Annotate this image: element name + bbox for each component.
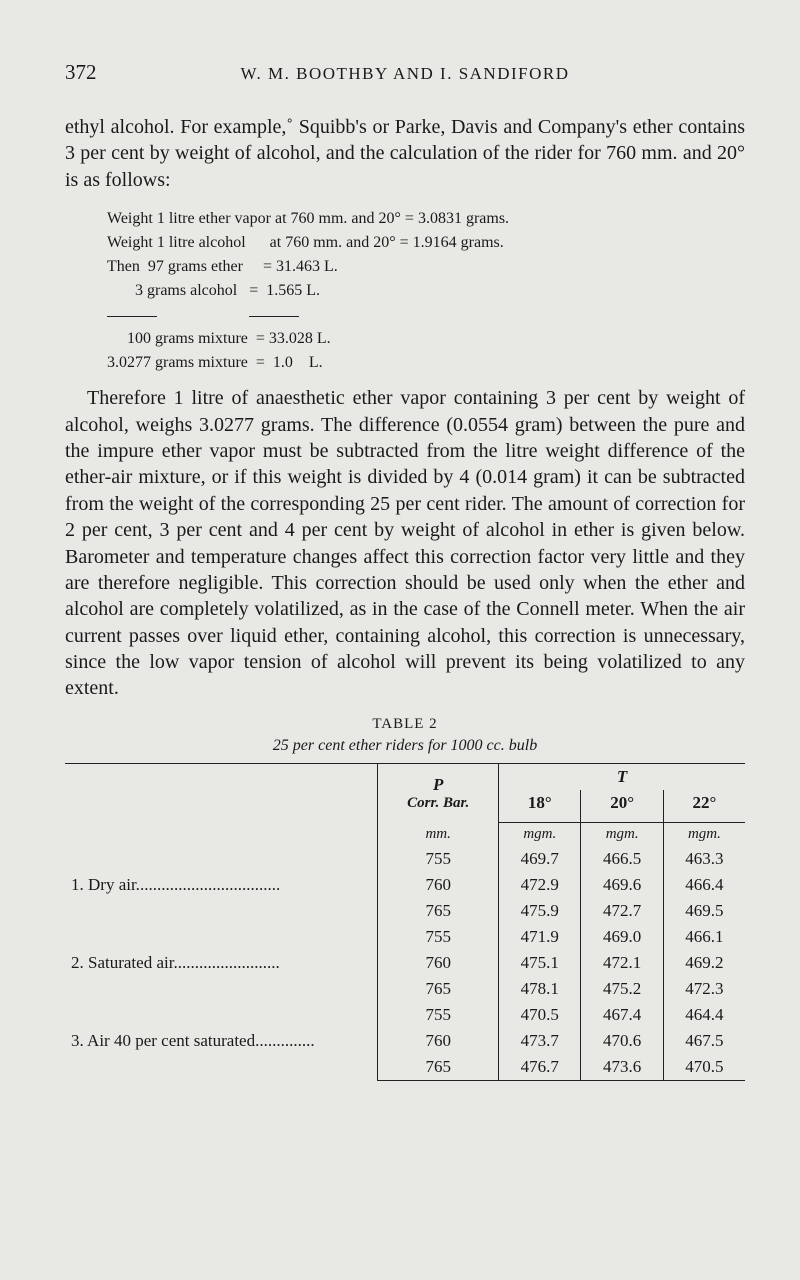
running-head: W. M. BOOTHBY AND I. SANDIFORD: [241, 64, 570, 84]
table-cell: 470.6: [581, 1028, 663, 1054]
calculation-block: Weight 1 litre ether vapor at 760 mm. an…: [107, 207, 745, 375]
table-header-p: P Corr. Bar.: [378, 763, 499, 822]
table-cell: 467.4: [581, 1002, 663, 1028]
table-cell: 760: [378, 1028, 499, 1054]
table-cell: 471.9: [499, 924, 581, 950]
table-header-t: T: [499, 763, 745, 790]
table-cell: 472.7: [581, 898, 663, 924]
calc-line: 100 grams mixture = 33.028 L.: [107, 327, 745, 351]
table-unit: mgm.: [581, 822, 663, 846]
table-cell: 765: [378, 976, 499, 1002]
table-cell: 470.5: [663, 1054, 745, 1081]
table-header-col: 22°: [663, 790, 745, 816]
table-unit: mgm.: [663, 822, 745, 846]
calc-line: Then 97 grams ether = 31.463 L.: [107, 255, 745, 279]
page-number: 372: [65, 60, 97, 85]
table-cell: 475.1: [499, 950, 581, 976]
table-cell: 472.9: [499, 872, 581, 898]
table-cell: 466.1: [663, 924, 745, 950]
table-subcaption: 25 per cent ether riders for 1000 cc. bu…: [65, 737, 745, 755]
table-cell: 760: [378, 872, 499, 898]
calc-rule: [107, 303, 745, 327]
table-row-label: 1. Dry air..............................…: [65, 846, 378, 924]
page-header: 372 W. M. BOOTHBY AND I. SANDIFORD: [65, 60, 745, 114]
table-cell: 469.5: [663, 898, 745, 924]
table-row-label: 2. Saturated air........................…: [65, 924, 378, 1002]
data-table: P Corr. Bar. T 18° 20° 22° mm. mgm. mgm.…: [65, 763, 745, 1081]
table-cell: 473.6: [581, 1054, 663, 1081]
paragraph-1: ethyl alcohol. For example,˚ Squibb's or…: [65, 114, 745, 193]
calc-line: 3 grams alcohol = 1.565 L.: [107, 279, 745, 303]
calc-line: Weight 1 litre alcohol at 760 mm. and 20…: [107, 231, 745, 255]
table-row-label: 3. Air 40 per cent saturated............…: [65, 1002, 378, 1081]
table-cell: 755: [378, 1002, 499, 1028]
table-cell: 469.2: [663, 950, 745, 976]
table-cell: 765: [378, 1054, 499, 1081]
table-cell: 469.0: [581, 924, 663, 950]
paragraph-2: Therefore 1 litre of anaesthetic ether v…: [65, 385, 745, 702]
table-cell: 478.1: [499, 976, 581, 1002]
table-header-col: 18°: [499, 790, 581, 816]
table-cell: 472.3: [663, 976, 745, 1002]
table-cell: 470.5: [499, 1002, 581, 1028]
table-cell: 469.7: [499, 846, 581, 872]
table-cell: 466.5: [581, 846, 663, 872]
table-cell: 765: [378, 898, 499, 924]
table-unit: mm.: [378, 822, 499, 846]
table-cell: 475.2: [581, 976, 663, 1002]
table-caption: TABLE 2: [65, 716, 745, 733]
table-cell: 755: [378, 924, 499, 950]
table-cell: 476.7: [499, 1054, 581, 1081]
table-unit: mgm.: [499, 822, 581, 846]
table-cell: 755: [378, 846, 499, 872]
table-cell: 475.9: [499, 898, 581, 924]
table-header-col: 20°: [581, 790, 663, 816]
table-cell: 466.4: [663, 872, 745, 898]
calc-line: Weight 1 litre ether vapor at 760 mm. an…: [107, 207, 745, 231]
table-cell: 463.3: [663, 846, 745, 872]
calc-line: 3.0277 grams mixture = 1.0 L.: [107, 351, 745, 375]
table-cell: 472.1: [581, 950, 663, 976]
table-cell: 464.4: [663, 1002, 745, 1028]
table-header-empty: [65, 763, 378, 822]
table-cell: 473.7: [499, 1028, 581, 1054]
table-cell: 467.5: [663, 1028, 745, 1054]
table-cell: 469.6: [581, 872, 663, 898]
table-cell: 760: [378, 950, 499, 976]
table-cell: [65, 822, 378, 846]
